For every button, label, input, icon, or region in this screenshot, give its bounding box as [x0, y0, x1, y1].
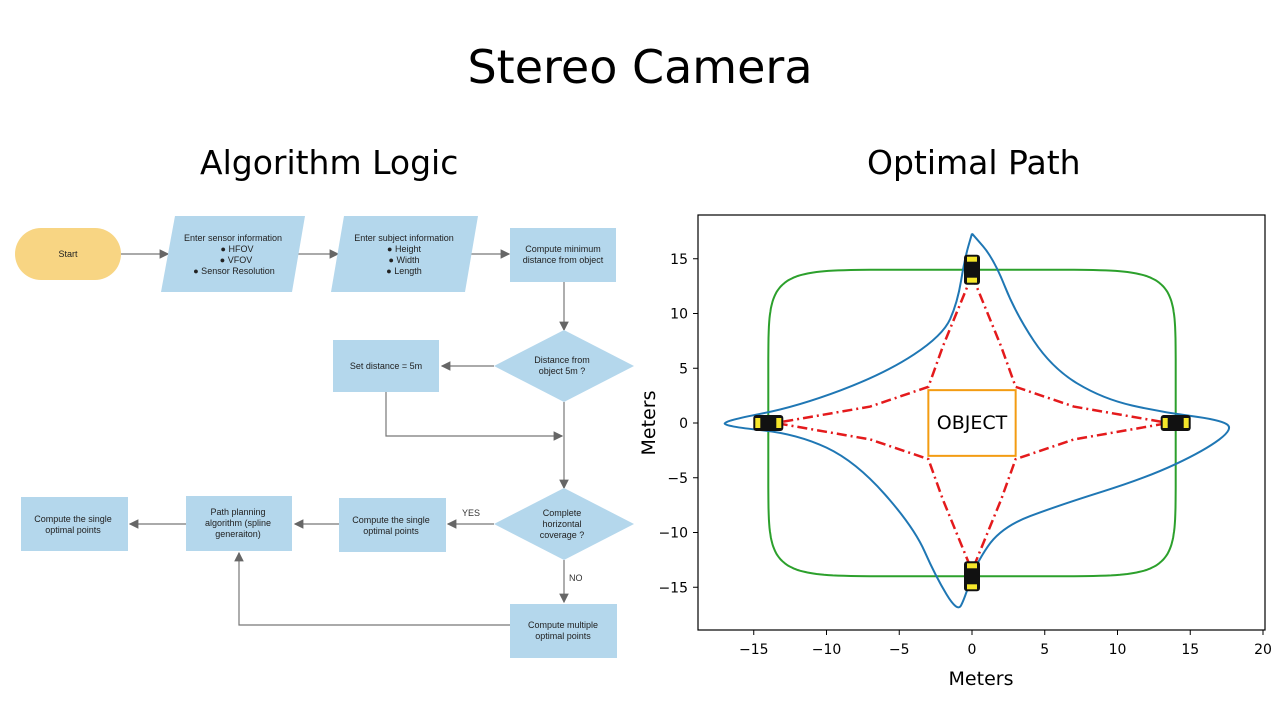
- path-planning-label-2: generaiton): [215, 529, 261, 539]
- slide-title: Stereo Camera: [467, 40, 813, 94]
- object-label: OBJECT: [937, 412, 1008, 434]
- compute-min-distance-node: [510, 228, 616, 282]
- y-tick-label: −10: [658, 526, 688, 542]
- camera-lens: [1183, 418, 1189, 428]
- camera-marker: [1160, 415, 1191, 431]
- compute-multiple-label-1: optimal points: [535, 631, 591, 641]
- distance-decision-label-1: object 5m ?: [539, 366, 586, 376]
- x-tick-label: −15: [739, 642, 769, 658]
- compute-single-final-label-1: optimal points: [45, 525, 101, 535]
- camera-lens: [755, 418, 761, 428]
- algorithm-logic-heading: Algorithm Logic: [200, 143, 459, 182]
- distance-decision-node: [494, 330, 634, 402]
- no-label: NO: [569, 573, 583, 583]
- subject-info-label-3: ● Length: [386, 266, 421, 276]
- y-tick-label: 10: [670, 307, 688, 323]
- sensor-info-label-0: Enter sensor information: [184, 233, 282, 243]
- subject-info-node: [331, 216, 478, 292]
- sensor-info-label-3: ● Sensor Resolution: [193, 266, 274, 276]
- coverage-decision-node: [494, 488, 634, 560]
- yes-label: YES: [462, 508, 480, 518]
- camera-lens: [967, 277, 977, 283]
- camera-marker: [964, 254, 980, 285]
- path-planning-label-1: algorithm (spline: [205, 518, 271, 528]
- subject-info-label-0: Enter subject information: [354, 233, 454, 243]
- compute-multiple-node: [510, 604, 617, 658]
- compute-single-final-node: [21, 497, 128, 551]
- set-distance-label: Set distance = 5m: [350, 361, 422, 371]
- x-tick-label: −5: [889, 642, 910, 658]
- y-tick-label: −15: [658, 580, 688, 596]
- camera-lens: [967, 563, 977, 569]
- camera-lens: [1162, 418, 1168, 428]
- x-tick-label: 20: [1254, 642, 1272, 658]
- start-node: [15, 228, 121, 280]
- compute-single-label-0: Compute the single: [352, 515, 430, 525]
- optimal-path-heading: Optimal Path: [867, 143, 1081, 182]
- x-tick-label: −10: [812, 642, 842, 658]
- x-tick-label: 5: [1040, 642, 1049, 658]
- compute-multiple-label-0: Compute multiple: [528, 620, 598, 630]
- set-distance-node: [333, 340, 439, 392]
- compute-single-label-1: optimal points: [363, 526, 419, 536]
- coverage-decision-label-1: horizontal: [542, 519, 581, 529]
- camera-marker: [964, 561, 980, 592]
- y-axis-label: Meters: [638, 391, 660, 456]
- compute-min-label-0: Compute minimum: [525, 244, 601, 254]
- sensor-info-label-2: ● VFOV: [220, 255, 252, 265]
- start-label: Start: [58, 249, 78, 259]
- object-box: [927, 389, 1017, 457]
- y-tick-label: 5: [679, 361, 688, 377]
- x-tick-label: 10: [1109, 642, 1127, 658]
- y-tick-label: 0: [679, 416, 688, 432]
- compute-single-node: [339, 498, 446, 552]
- camera-lens: [967, 256, 977, 262]
- path-planning-node: [186, 496, 292, 551]
- coverage-decision-label-2: coverage ?: [540, 530, 585, 540]
- subject-info-label-1: ● Height: [387, 244, 421, 254]
- sensor-info-node: [161, 216, 305, 292]
- edge-set-merge: [385, 392, 564, 441]
- x-tick-label: 0: [968, 642, 977, 658]
- x-axis-label: Meters: [949, 668, 1014, 690]
- x-tick-label: 15: [1181, 642, 1199, 658]
- camera-lens: [967, 584, 977, 590]
- y-tick-label: 15: [670, 252, 688, 268]
- camera-lens: [776, 418, 782, 428]
- y-tick-label: −5: [667, 471, 688, 487]
- camera-marker: [753, 415, 784, 431]
- sensor-info-label-1: ● HFOV: [221, 244, 254, 254]
- subject-info-label-2: ● Width: [389, 255, 420, 265]
- compute-single-final-label-0: Compute the single: [34, 514, 112, 524]
- edge-multiple-path: [234, 551, 510, 626]
- compute-min-label-1: distance from object: [523, 255, 604, 265]
- path-planning-label-0: Path planning: [210, 507, 265, 517]
- coverage-decision-label-0: Complete: [543, 508, 582, 518]
- distance-decision-label-0: Distance from: [534, 355, 590, 365]
